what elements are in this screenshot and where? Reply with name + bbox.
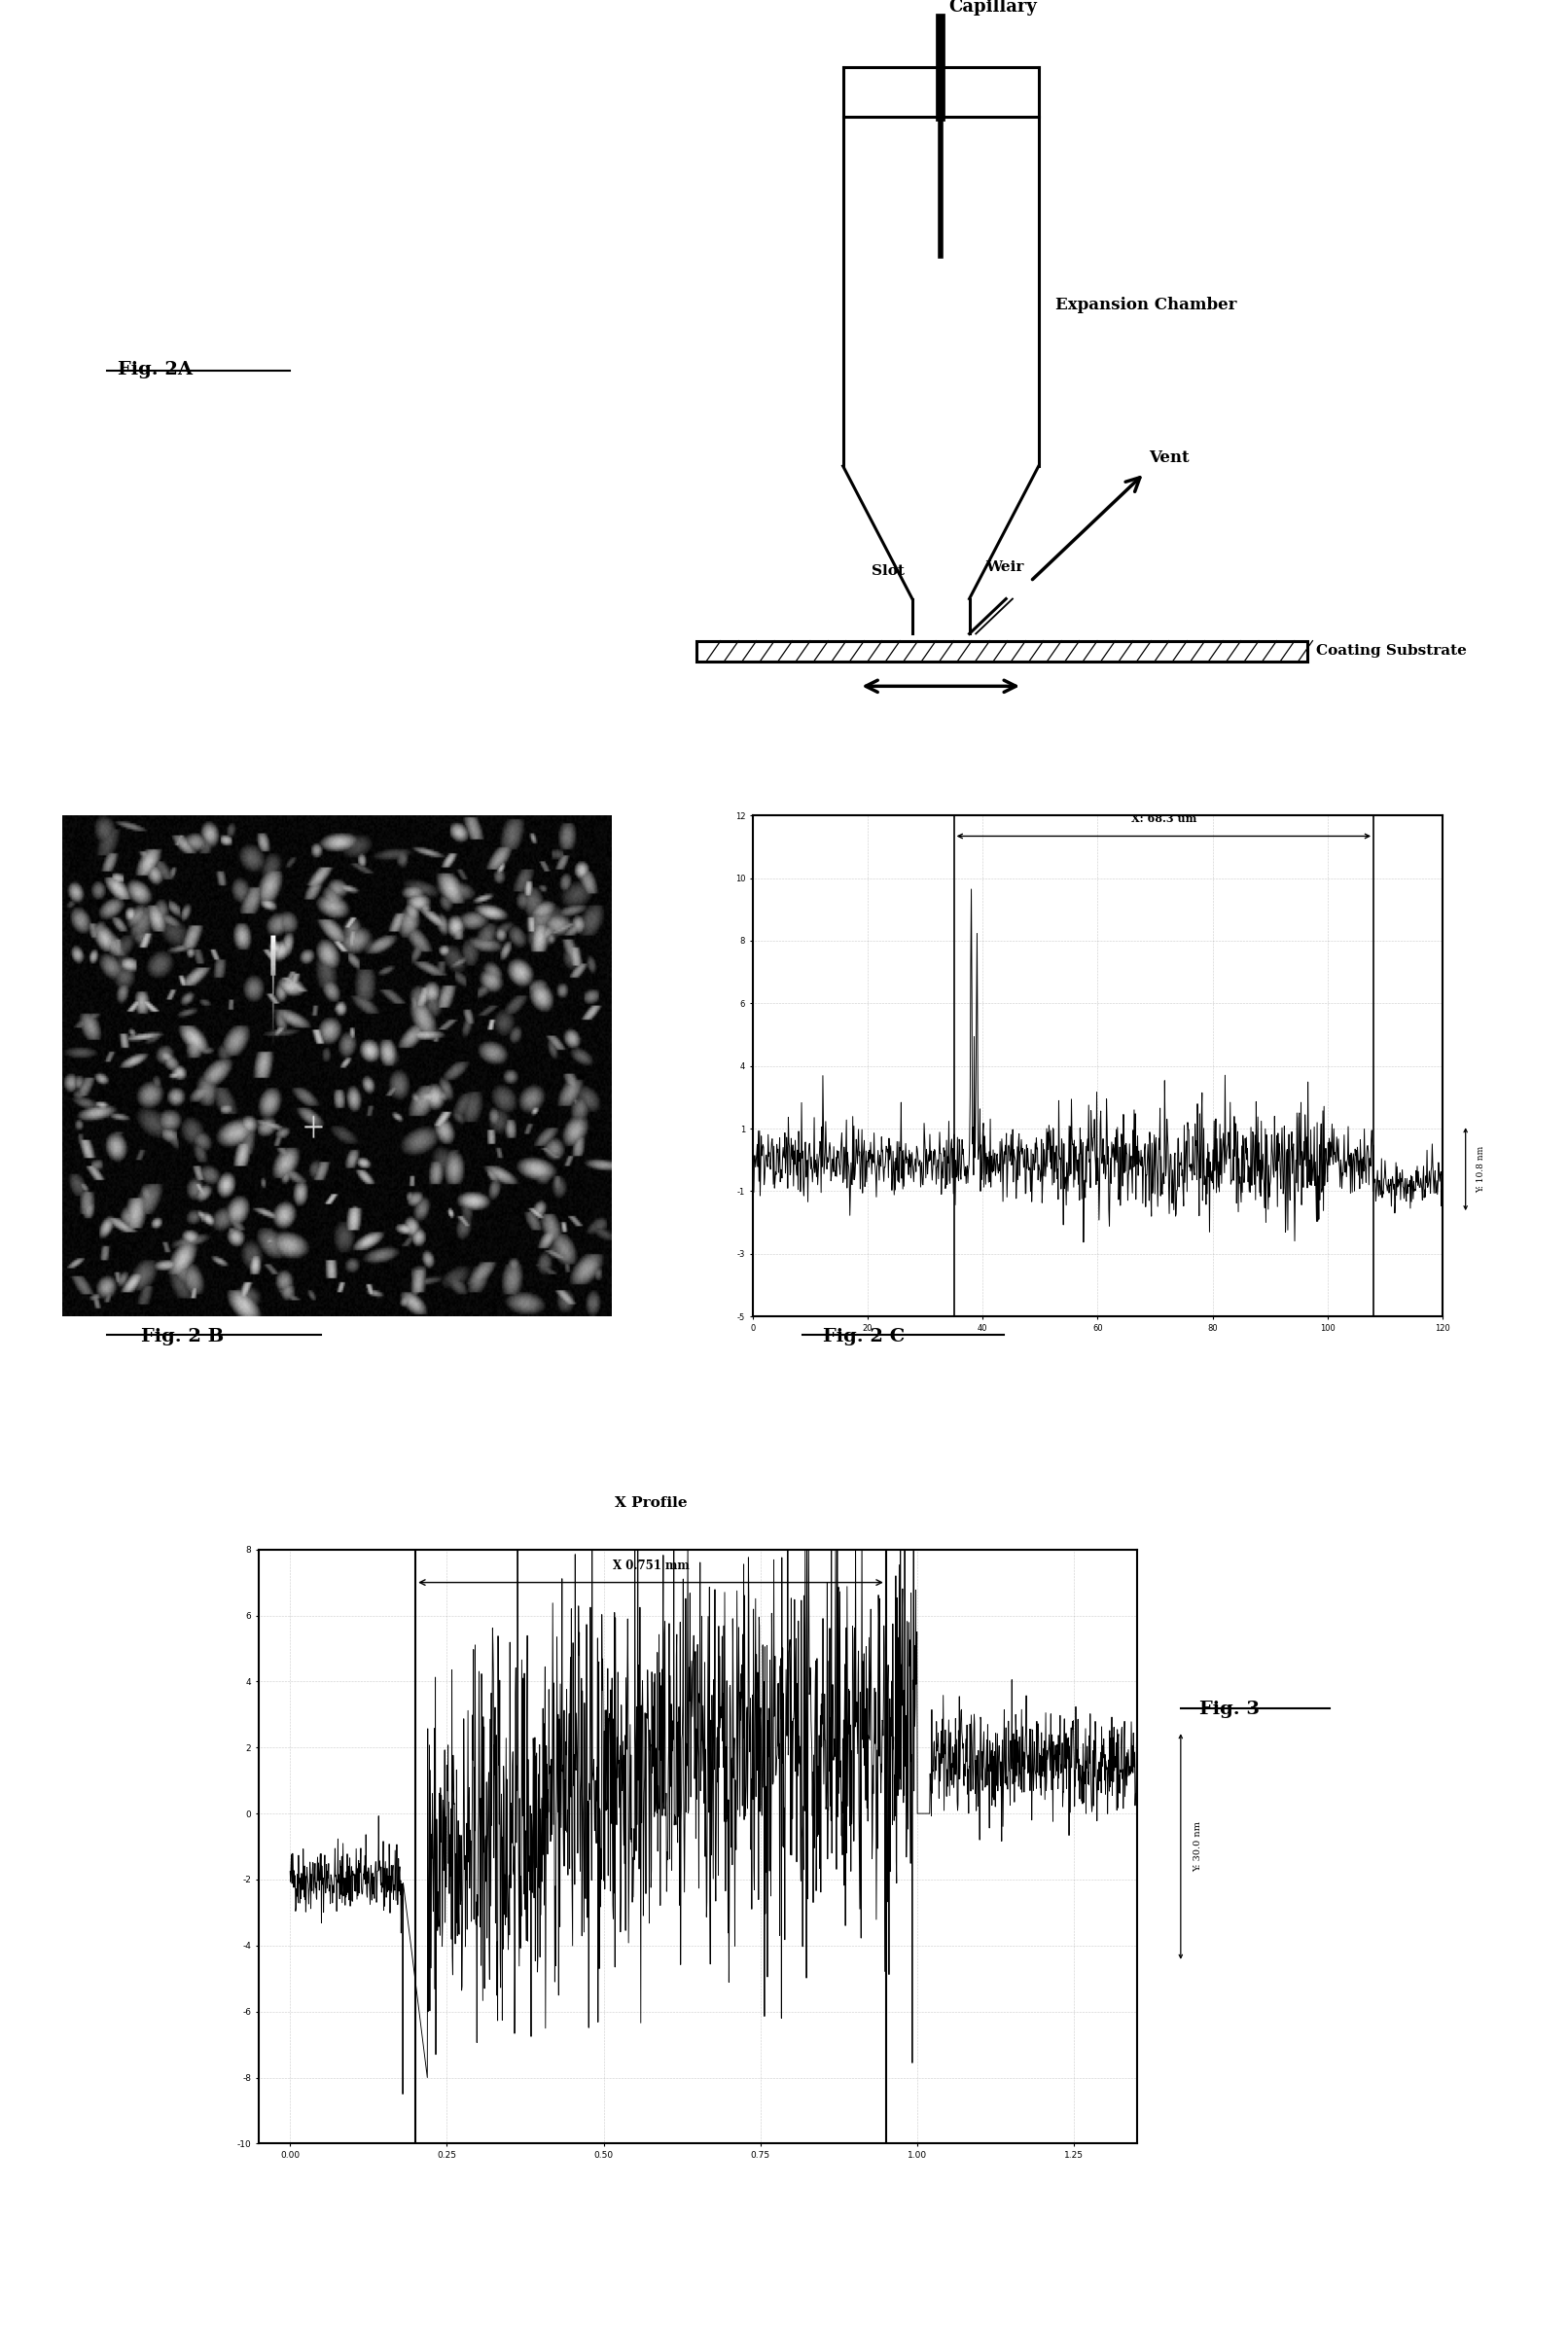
Text: Fig. 3: Fig. 3 (1200, 1701, 1259, 1720)
Text: Fig. 2 C: Fig. 2 C (823, 1328, 905, 1347)
Text: Vent: Vent (1149, 450, 1189, 466)
Text: Y: 10.8 nm: Y: 10.8 nm (1477, 1146, 1486, 1193)
Text: Fig. 2 B: Fig. 2 B (141, 1328, 224, 1347)
Text: Capillary: Capillary (949, 0, 1038, 14)
Text: X 0.751 mm: X 0.751 mm (613, 1559, 688, 1573)
Text: Slot: Slot (872, 564, 905, 578)
Bar (696, 641, 1308, 662)
Text: Y: 30.0 nm: Y: 30.0 nm (1193, 1822, 1203, 1871)
Text: Fig. 2A: Fig. 2A (118, 361, 193, 380)
Text: Coating Substrate: Coating Substrate (1316, 645, 1466, 657)
Text: Expansion Chamber: Expansion Chamber (1055, 296, 1236, 315)
Text: Weir: Weir (986, 562, 1024, 573)
Text: X Profile: X Profile (615, 1496, 687, 1510)
Text: X: 68.3 um: X: 68.3 um (1131, 813, 1196, 825)
